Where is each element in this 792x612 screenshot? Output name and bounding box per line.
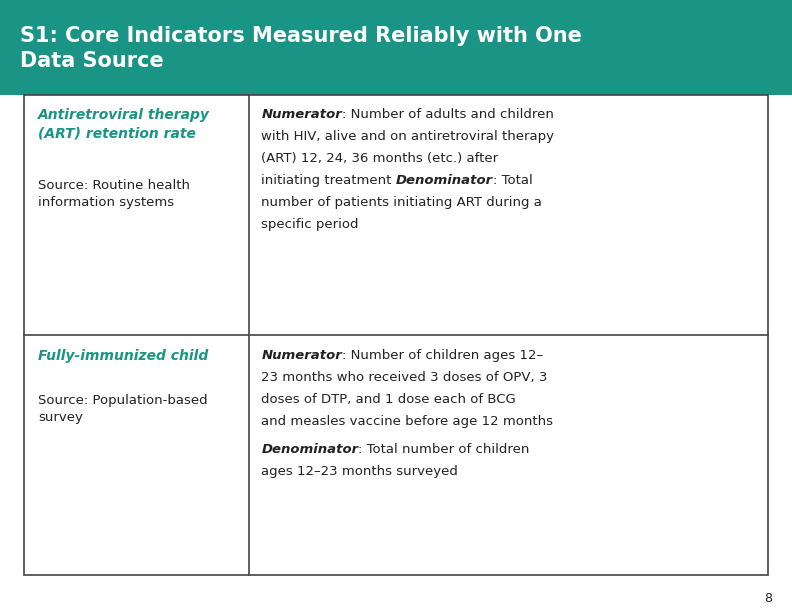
Text: specific period: specific period [261,218,359,231]
Text: Fully-immunized child: Fully-immunized child [38,348,208,362]
Text: Source: Routine health
information systems: Source: Routine health information syste… [38,179,190,209]
Text: Denominator: Denominator [396,174,493,187]
Text: doses of DTP, and 1 dose each of BCG: doses of DTP, and 1 dose each of BCG [261,393,516,406]
Text: and measles vaccine before age 12 months: and measles vaccine before age 12 months [261,415,554,428]
Text: 23 months who received 3 doses of OPV, 3: 23 months who received 3 doses of OPV, 3 [261,370,548,384]
Text: S1: Core Indicators Measured Reliably with One: S1: Core Indicators Measured Reliably wi… [20,26,581,47]
Text: : Number of adults and children: : Number of adults and children [342,108,554,121]
FancyBboxPatch shape [0,0,792,95]
Text: 8: 8 [764,592,772,605]
Text: Numerator: Numerator [261,108,342,121]
Text: : Total number of children: : Total number of children [359,443,530,456]
Text: with HIV, alive and on antiretroviral therapy: with HIV, alive and on antiretroviral th… [261,130,554,143]
Text: Denominator: Denominator [261,443,359,456]
FancyBboxPatch shape [24,95,768,575]
Text: : Number of children ages 12–: : Number of children ages 12– [342,348,543,362]
Text: ages 12–23 months surveyed: ages 12–23 months surveyed [261,465,459,478]
Text: Numerator: Numerator [261,348,342,362]
Text: number of patients initiating ART during a: number of patients initiating ART during… [261,196,543,209]
Text: Source: Population-based
survey: Source: Population-based survey [38,394,208,425]
Text: initiating treatment: initiating treatment [261,174,396,187]
Text: (ART) 12, 24, 36 months (etc.) after: (ART) 12, 24, 36 months (etc.) after [261,152,498,165]
Text: Antiretroviral therapy
(ART) retention rate: Antiretroviral therapy (ART) retention r… [38,108,210,141]
Text: Data Source: Data Source [20,51,164,71]
Text: : Total: : Total [493,174,533,187]
